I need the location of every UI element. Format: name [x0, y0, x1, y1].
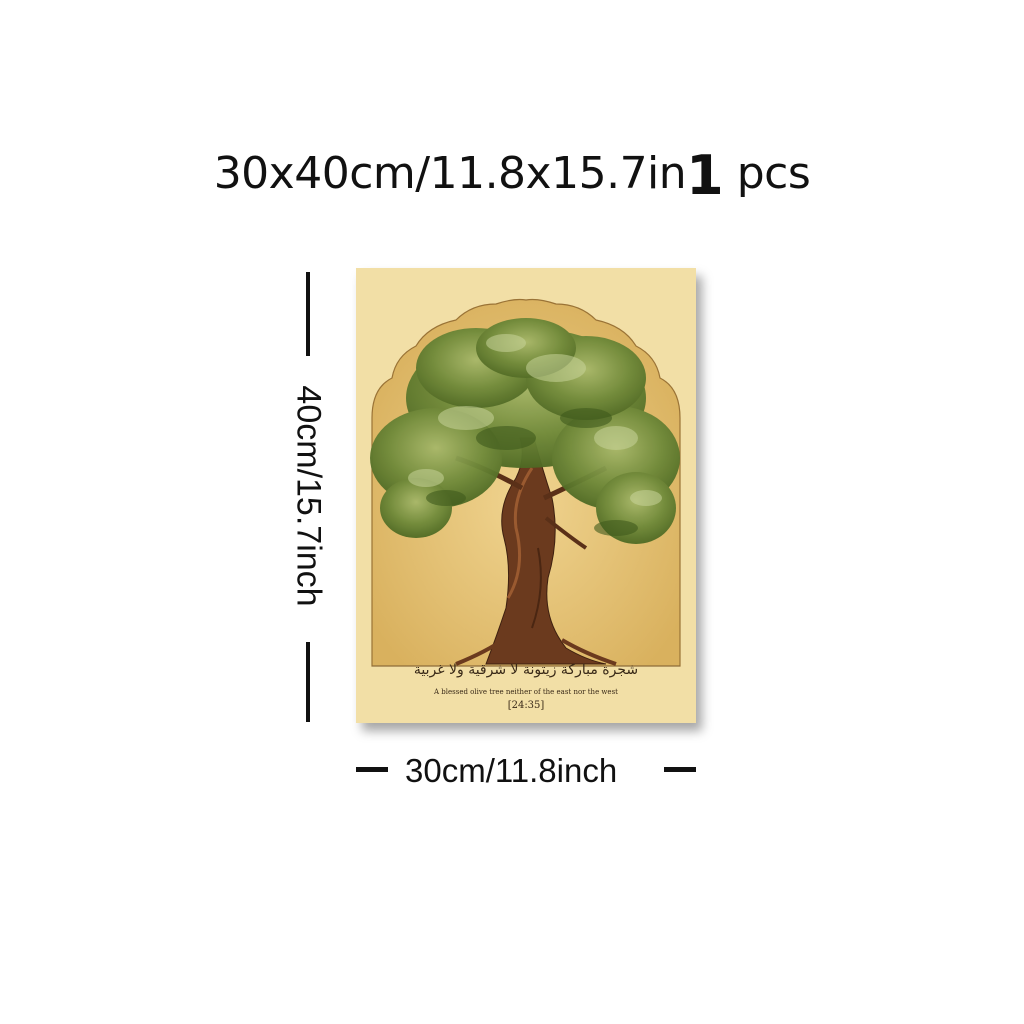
- quantity-unit: pcs: [736, 148, 811, 199]
- width-indicator-left: [356, 767, 388, 772]
- quantity-number: 1: [686, 144, 724, 207]
- arabic-verse: شجرة مباركة زيتونة لا شرقية ولا غربية: [413, 662, 639, 678]
- english-verse: A blessed olive tree neither of the east…: [434, 688, 618, 696]
- width-label: 30cm/11.8inch: [405, 752, 618, 789]
- olive-tree-artwork: [370, 298, 681, 667]
- verse-reference: [24:35]: [507, 700, 545, 711]
- width-indicator-right: [664, 767, 696, 772]
- height-label: 40cm/15.7inch: [289, 385, 328, 607]
- poster-canvas: شجرة مباركة زيتونة لا شرقية ولا غربية A …: [356, 268, 696, 723]
- height-indicator-top: [306, 272, 310, 356]
- product-size-title: 30x40cm/11.8x15.7in1 pcs: [0, 138, 1024, 207]
- height-indicator-bottom: [306, 642, 310, 722]
- size-text: 30x40cm/11.8x15.7in: [213, 148, 687, 199]
